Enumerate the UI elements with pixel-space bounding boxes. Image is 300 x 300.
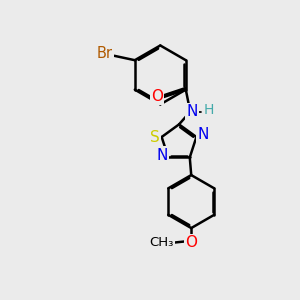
Text: CH₃: CH₃	[150, 236, 174, 249]
Text: O: O	[185, 235, 197, 250]
Text: N: N	[156, 148, 167, 163]
Text: S: S	[150, 130, 160, 145]
Text: N: N	[186, 104, 197, 119]
Text: O: O	[151, 89, 163, 104]
Text: N: N	[197, 127, 208, 142]
Text: H: H	[203, 103, 214, 117]
Text: Br: Br	[97, 46, 113, 61]
